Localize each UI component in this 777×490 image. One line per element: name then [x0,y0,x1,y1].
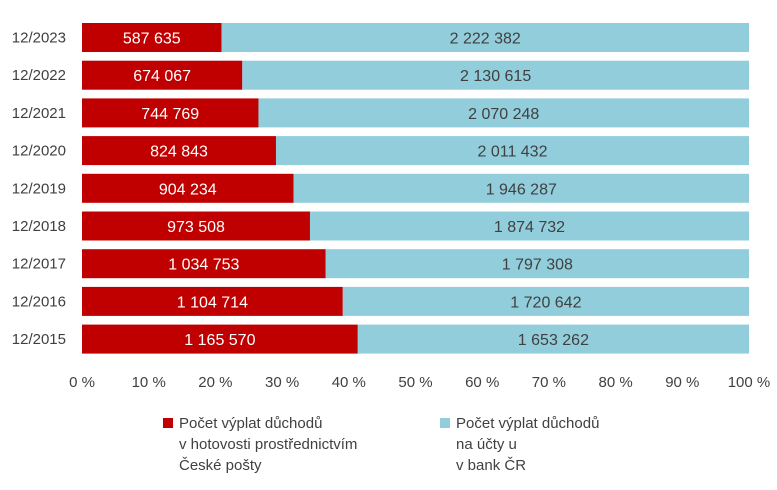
x-tick-label: 50 % [398,374,432,391]
category-label: 12/2023 [12,30,66,47]
data-label-cash: 674 067 [133,68,191,85]
data-label-bank: 1 653 262 [518,332,589,349]
stacked-bar-chart: 12/2023 587 635 2 222 382 12/2022 674 067 2 1… [12,23,771,391]
bar-segment-bank [258,98,749,128]
category-label: 12/2020 [12,143,66,160]
data-label-bank: 1 874 732 [494,219,565,236]
category-label: 12/2017 [12,256,66,273]
x-tick-label: 0 % [69,374,95,391]
data-label-cash: 1 034 753 [168,257,239,274]
x-tick-label: 60 % [465,374,499,391]
bar-segment-cash [82,60,243,90]
x-tick-label: 100 % [728,374,771,391]
data-label-cash: 1 165 570 [184,332,255,349]
bar-segment-cash [82,98,259,128]
x-tick-label: 70 % [532,374,566,391]
bar-segment-bank [309,211,749,241]
x-tick-label: 10 % [132,374,166,391]
category-label: 12/2019 [12,180,66,197]
data-label-bank: 1 946 287 [486,181,557,198]
bar-segment-cash [82,136,276,166]
legend-swatch-bank [440,418,450,428]
data-label-cash: 973 508 [167,219,225,236]
bar-segment-bank [242,60,750,90]
bar-segment-bank [357,324,749,354]
category-label: 12/2018 [12,218,66,235]
category-label: 12/2015 [12,331,66,348]
x-tick-label: 90 % [665,374,699,391]
x-tick-label: 40 % [332,374,366,391]
bar-segment-cash [82,249,326,279]
bar-segment-cash [82,173,294,203]
category-label: 12/2021 [12,105,66,122]
category-label: 12/2022 [12,67,66,84]
legend-swatch-cash [163,418,173,428]
x-tick-label: 30 % [265,374,299,391]
bar-segment-bank [293,173,749,203]
data-label-cash: 904 234 [159,181,217,198]
legend-label-cash: Počet výplat důchodů v hotovosti prostře… [179,415,358,474]
bar-segment-cash [82,211,310,241]
data-label-cash: 587 635 [123,31,181,48]
bar-segment-cash [82,23,222,52]
data-label-cash: 744 769 [141,106,199,123]
data-label-cash: 1 104 714 [177,294,248,311]
x-tick-label: 20 % [198,374,232,391]
legend-item-bank: Počet výplat důchodů na účty u v bank ČR [440,413,599,476]
bar-segment-bank [325,249,749,279]
bar-segment-bank [221,23,749,52]
data-label-bank: 2 222 382 [450,31,521,48]
data-label-bank: 2 070 248 [468,106,539,123]
data-label-bank: 1 720 642 [510,294,581,311]
bar-segment-bank [275,136,749,166]
bar-segment-cash [82,324,358,354]
bar-segment-cash [82,286,343,316]
x-tick-label: 80 % [598,374,632,391]
category-label: 12/2016 [12,293,66,310]
legend-label-bank: Počet výplat důchodů na účty u v bank ČR [456,415,600,474]
data-label-bank: 1 797 308 [502,257,573,274]
data-label-cash: 824 843 [150,144,208,161]
bar-segment-bank [342,286,749,316]
data-label-bank: 2 130 615 [460,68,531,85]
legend-item-cash: Počet výplat důchodů v hotovosti prostře… [163,413,357,476]
data-label-bank: 2 011 432 [477,144,547,161]
